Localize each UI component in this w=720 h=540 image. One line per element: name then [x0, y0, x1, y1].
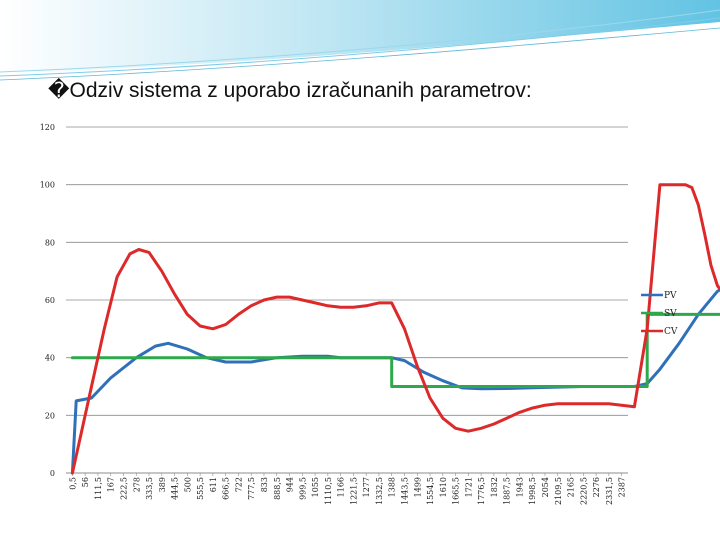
y-axis-ticks: 0 20 40 60 80 100 120 [40, 123, 55, 478]
x-tick-label: 1221,5 [349, 477, 358, 505]
x-tick-label: 2331,5 [605, 477, 614, 505]
legend-label-pv: PV [664, 291, 677, 301]
y-tick-label: 100 [40, 181, 55, 190]
y-tick-label: 0 [50, 469, 55, 478]
x-tick-label: 833 [260, 477, 269, 492]
x-tick-label: 1110,5 [324, 477, 333, 505]
x-tick-label: 2165 [567, 477, 576, 497]
x-tick-label: 2054 [541, 477, 550, 497]
x-tick-label: 611 [209, 477, 218, 492]
x-tick-label: 555,5 [196, 477, 205, 500]
x-tick-label: 500 [183, 477, 192, 492]
x-tick-label: 1665,5 [452, 477, 461, 505]
x-tick-label: 1443,5 [400, 477, 409, 505]
x-tick-label: 1499 [413, 477, 422, 497]
y-tick-label: 60 [45, 296, 55, 305]
x-tick-label: 167 [107, 477, 116, 492]
x-tick-label: 2276 [592, 477, 601, 497]
x-tick-label: 888,5 [273, 477, 282, 500]
chart-legend: PV SV CV [641, 291, 678, 337]
x-tick-label: 2109,5 [554, 477, 563, 505]
x-tick-label: 333,5 [145, 477, 154, 500]
x-tick-label: 666,5 [222, 477, 231, 500]
x-tick-label: 111,5 [94, 477, 103, 500]
x-tick-label: 1832 [490, 477, 499, 497]
x-tick-label: 1277 [362, 477, 371, 497]
y-tick-label: 80 [45, 238, 55, 247]
x-tick-label: 1610 [439, 477, 448, 497]
chart-grid [66, 126, 628, 476]
x-tick-label: 777,5 [247, 477, 256, 500]
slide-title: �Odziv sistema z uporabo izračunanih par… [48, 79, 532, 102]
series-line-sv [70, 312, 720, 388]
legend-label-cv: CV [664, 327, 678, 337]
x-tick-label: 278 [132, 477, 141, 492]
x-tick-label: 222,5 [119, 477, 128, 500]
x-tick-label: 1776,5 [477, 477, 486, 505]
legend-label-sv: SV [664, 309, 677, 319]
y-tick-label: 40 [45, 354, 55, 363]
x-tick-label: 999,5 [298, 477, 307, 500]
x-tick-label: 1943 [515, 477, 524, 497]
x-tick-label: 1055 [311, 477, 320, 497]
x-tick-label: 56 [81, 477, 90, 487]
x-tick-label: 1332,5 [375, 477, 384, 505]
chart-series [70, 183, 720, 475]
x-tick-label: 722 [234, 477, 243, 492]
header-banner [0, 0, 720, 81]
x-tick-label: 2220,5 [579, 477, 588, 505]
x-tick-label: 1887,5 [503, 477, 512, 505]
x-tick-label: 389 [158, 477, 167, 492]
x-tick-label: 1388 [388, 477, 397, 497]
x-tick-label: 1166 [337, 477, 346, 497]
x-tick-label: 944 [286, 477, 295, 492]
y-tick-label: 20 [45, 411, 55, 420]
x-tick-label: 444,5 [171, 477, 180, 500]
y-tick-label: 120 [40, 123, 55, 132]
x-tick-label: 2387 [618, 477, 627, 497]
x-tick-label: 0,5 [68, 477, 77, 490]
x-tick-label: 1554,5 [426, 477, 435, 505]
x-axis-ticks: 0,5 56 111,5 167 222,5 278 333,5 389 444,5 500 555… [68, 477, 626, 505]
x-tick-label: 1998,5 [528, 477, 537, 505]
series-line-cv [70, 183, 720, 475]
response-chart: 0 20 40 60 80 100 120 0,5 56 111,5 167 222,5 278 333… [40, 123, 720, 505]
x-tick-label: 1721 [464, 477, 473, 497]
